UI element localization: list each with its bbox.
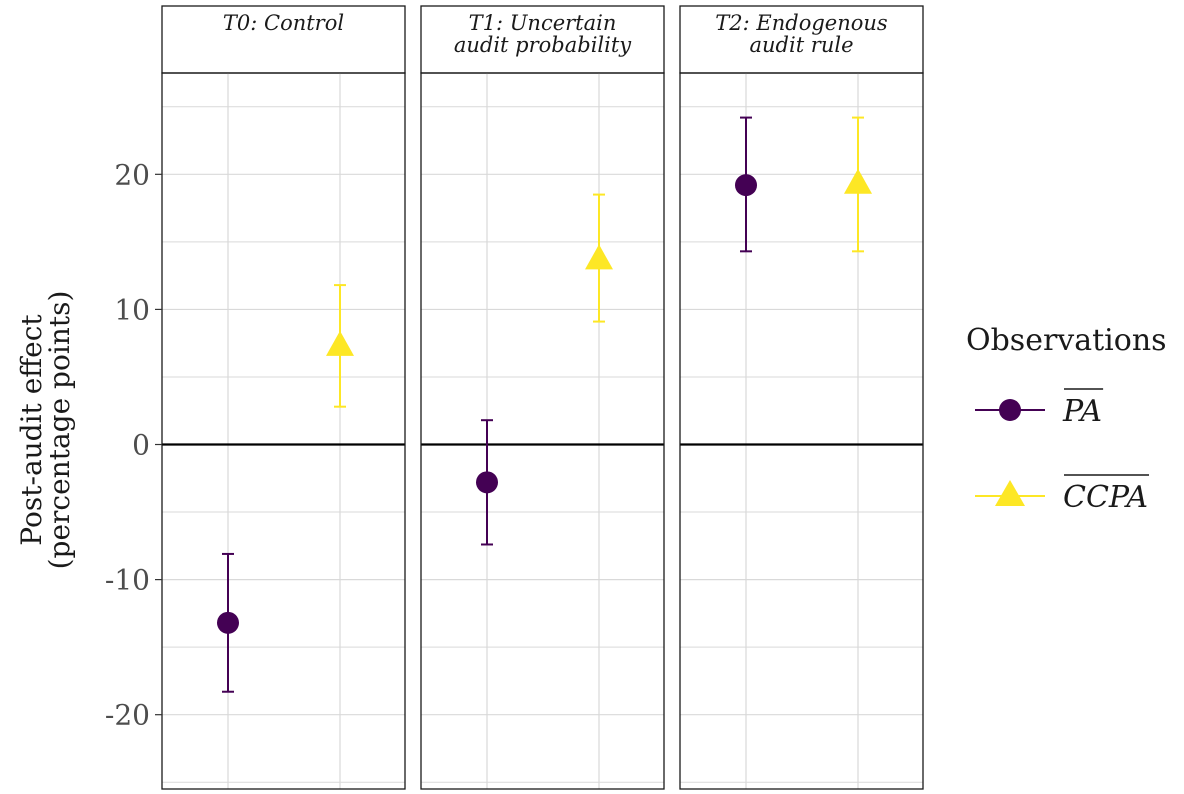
y-tick-label: -10 xyxy=(105,564,150,597)
facet-label: T0: Control xyxy=(223,11,344,35)
y-axis-title: Post-audit effect(percentage points) xyxy=(15,291,76,570)
marker-triangle xyxy=(326,330,354,356)
panel-border xyxy=(161,72,406,790)
data-point-ccpa xyxy=(585,193,613,323)
data-point-ccpa xyxy=(844,116,872,253)
data-point-pa xyxy=(476,419,498,546)
marker-circle xyxy=(735,174,757,197)
marker-triangle xyxy=(844,168,872,194)
y-tick-label: 0 xyxy=(132,429,150,462)
data-point-pa xyxy=(217,552,239,693)
y-tick-label: 10 xyxy=(114,293,150,326)
marker-circle xyxy=(217,611,239,634)
panel-border xyxy=(420,72,665,790)
panel-border xyxy=(679,72,924,790)
y-tick-label: 20 xyxy=(114,158,150,191)
facet-panel: T0: Control xyxy=(161,5,406,790)
y-axis-title-line: (percentage points) xyxy=(43,291,76,570)
legend-title: Observations xyxy=(966,323,1167,358)
facet-label: T1: Uncertain xyxy=(469,11,617,35)
legend-item: CCPA xyxy=(975,474,1150,515)
facet-label: audit probability xyxy=(454,33,632,57)
facet-label: audit rule xyxy=(749,33,853,57)
facet-strip xyxy=(420,5,665,74)
facet-strip xyxy=(161,5,406,74)
legend: Observations PA CCPA xyxy=(966,323,1167,515)
legend-key-circle xyxy=(999,399,1021,421)
marker-triangle xyxy=(585,244,613,270)
data-point-ccpa xyxy=(326,284,354,408)
marker-circle xyxy=(476,471,498,494)
facet-label: T2: Endogenous xyxy=(715,11,888,35)
data-point-pa xyxy=(735,116,757,253)
legend-label: PA xyxy=(1062,394,1102,429)
legend-item: PA xyxy=(975,388,1104,429)
y-axis-title-line: Post-audit effect xyxy=(15,314,48,546)
y-tick-label: -20 xyxy=(105,699,150,732)
legend-key-triangle xyxy=(995,480,1025,506)
legend-label: CCPA xyxy=(1063,480,1148,515)
